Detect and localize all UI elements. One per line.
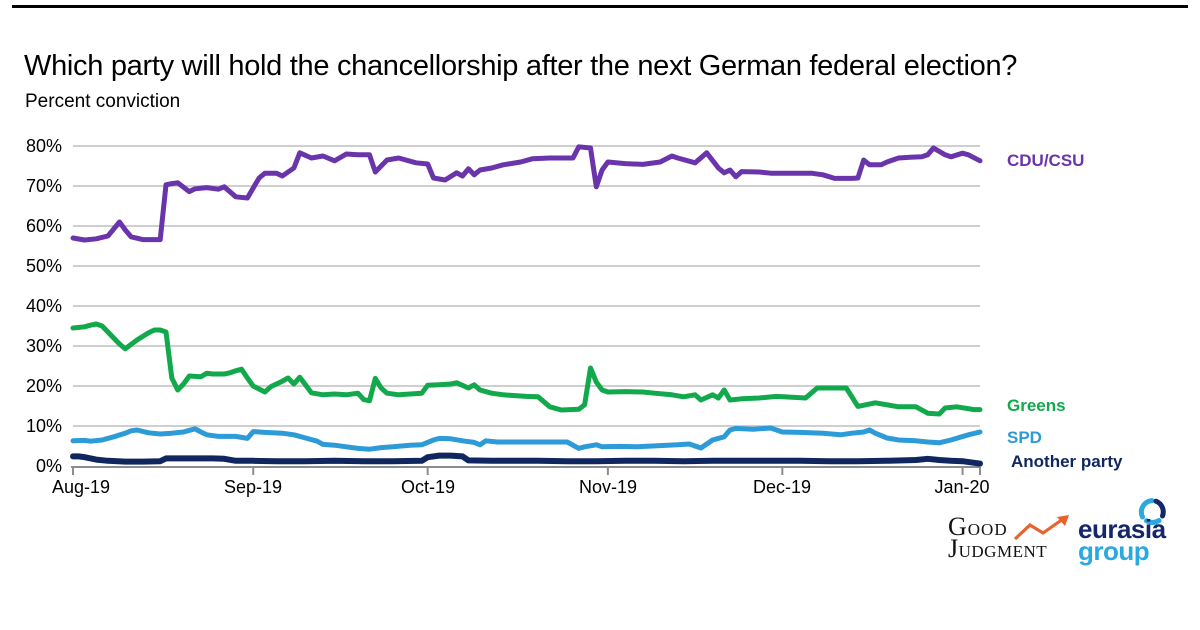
series-label-cdu-csu: CDU/CSU	[1007, 151, 1085, 170]
x-tick-aug19: Aug-19	[51, 477, 111, 497]
good-judgment-word-judgment: JUDGMENT	[948, 534, 1048, 563]
good-judgment-logo: GOOD JUDGMENT	[948, 512, 1048, 563]
x-tick-sep19: Sep-19	[223, 477, 283, 497]
x-tick-nov19: Nov-19	[578, 477, 638, 497]
y-tick-0: 0%	[35, 456, 62, 476]
y-tick-60: 60%	[25, 216, 62, 236]
line-another-party	[70, 452, 983, 467]
series-label-another-party: Another party	[1011, 452, 1123, 471]
eurasia-word: eurasia	[1078, 514, 1166, 544]
y-tick-80: 80%	[25, 136, 62, 156]
x-tick-dec19: Dec-19	[752, 477, 812, 497]
line-cdu-csu	[70, 144, 983, 243]
series-label-greens: Greens	[1007, 396, 1066, 415]
x-tick-jan20: Jan-20	[934, 477, 990, 497]
group-word: group	[1078, 536, 1150, 566]
good-judgment-word-good: GOOD	[948, 512, 1008, 541]
chart-subtitle: Percent conviction	[25, 91, 181, 112]
trend-arrow-icon	[1013, 515, 1069, 541]
x-tick-oct19: Oct-19	[400, 477, 456, 497]
line-spd	[70, 425, 983, 452]
chart-title: Which party will hold the chancellorship…	[24, 50, 1018, 82]
eurasia-group-swirl-icon	[1138, 498, 1166, 525]
y-tick-50: 50%	[25, 256, 62, 276]
eurasia-group-logo: eurasia group	[1078, 514, 1166, 566]
y-tick-30: 30%	[25, 336, 62, 356]
y-tick-10: 10%	[25, 416, 62, 436]
top-border-rule	[12, 5, 1188, 8]
y-tick-20: 20%	[25, 376, 62, 396]
y-tick-40: 40%	[25, 296, 62, 316]
y-tick-70: 70%	[25, 176, 62, 196]
series-label-spd: SPD	[1007, 428, 1042, 447]
line-greens	[70, 321, 983, 417]
